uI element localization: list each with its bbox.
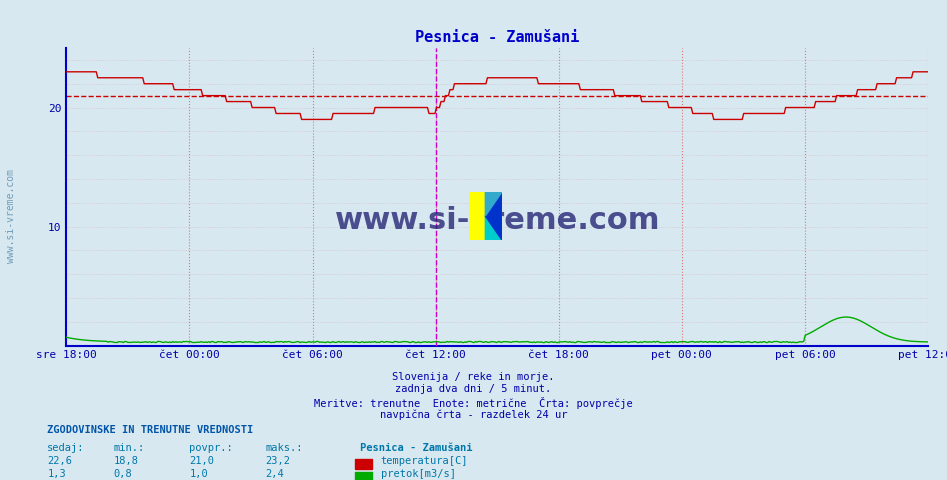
Text: ZGODOVINSKE IN TRENUTNE VREDNOSTI: ZGODOVINSKE IN TRENUTNE VREDNOSTI bbox=[47, 425, 254, 435]
Text: povpr.:: povpr.: bbox=[189, 443, 233, 453]
Text: 2,4: 2,4 bbox=[265, 469, 284, 479]
Text: 1,3: 1,3 bbox=[47, 469, 66, 479]
Text: 0,8: 0,8 bbox=[114, 469, 133, 479]
Polygon shape bbox=[486, 192, 502, 216]
Bar bbox=[355, 472, 372, 480]
Text: 18,8: 18,8 bbox=[114, 456, 138, 466]
Text: 1,0: 1,0 bbox=[189, 469, 208, 479]
Text: temperatura[C]: temperatura[C] bbox=[381, 456, 468, 466]
Text: navpična črta - razdelek 24 ur: navpična črta - razdelek 24 ur bbox=[380, 409, 567, 420]
Polygon shape bbox=[469, 192, 502, 240]
Polygon shape bbox=[486, 192, 502, 240]
Text: 21,0: 21,0 bbox=[189, 456, 214, 466]
Text: sedaj:: sedaj: bbox=[47, 443, 85, 453]
Text: Pesnica - Zamušani: Pesnica - Zamušani bbox=[360, 443, 473, 453]
Text: Meritve: trenutne  Enote: metrične  Črta: povprečje: Meritve: trenutne Enote: metrične Črta: … bbox=[314, 397, 633, 409]
Polygon shape bbox=[486, 216, 502, 240]
Text: min.:: min.: bbox=[114, 443, 145, 453]
Text: www.si-vreme.com: www.si-vreme.com bbox=[7, 169, 16, 263]
Title: Pesnica - Zamušani: Pesnica - Zamušani bbox=[415, 30, 580, 46]
Text: 23,2: 23,2 bbox=[265, 456, 290, 466]
Text: maks.:: maks.: bbox=[265, 443, 303, 453]
Text: Slovenija / reke in morje.: Slovenija / reke in morje. bbox=[392, 372, 555, 382]
Bar bbox=[355, 459, 372, 469]
Text: zadnja dva dni / 5 minut.: zadnja dva dni / 5 minut. bbox=[396, 384, 551, 395]
Text: 22,6: 22,6 bbox=[47, 456, 72, 466]
Text: www.si-vreme.com: www.si-vreme.com bbox=[334, 206, 660, 235]
Text: pretok[m3/s]: pretok[m3/s] bbox=[381, 469, 456, 479]
